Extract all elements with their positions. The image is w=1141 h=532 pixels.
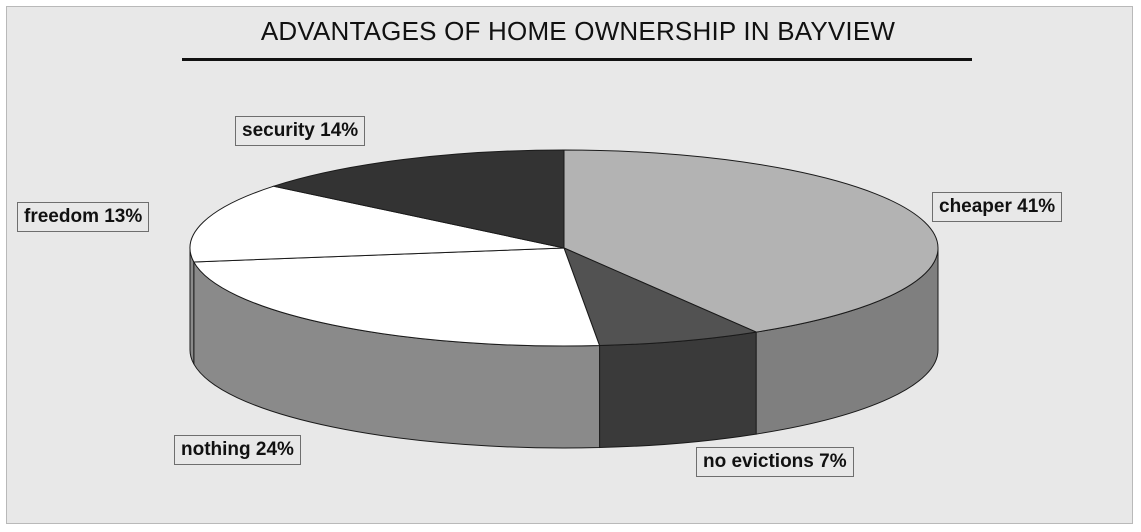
slice-label-freedom: freedom 13% bbox=[17, 202, 150, 232]
pie-side-no-evictions bbox=[599, 331, 757, 449]
pie-side-freedom bbox=[189, 247, 195, 365]
pie-slice-no-evictions bbox=[563, 247, 758, 347]
slice-label-security: security 14% bbox=[235, 116, 366, 146]
slice-label-nothing: nothing 24% bbox=[174, 435, 301, 465]
title-underline bbox=[182, 58, 972, 61]
pie-slice-security bbox=[271, 149, 565, 249]
pie-slice-cheaper bbox=[563, 149, 939, 333]
pie-slice-freedom bbox=[189, 185, 565, 263]
pie-slice-nothing bbox=[192, 247, 601, 347]
slice-label-no-evictions: no evictions 7% bbox=[696, 447, 854, 477]
chart-title: ADVANTAGES OF HOME OWNERSHIP IN BAYVIEW bbox=[260, 16, 896, 46]
slice-label-cheaper: cheaper 41% bbox=[932, 192, 1063, 222]
